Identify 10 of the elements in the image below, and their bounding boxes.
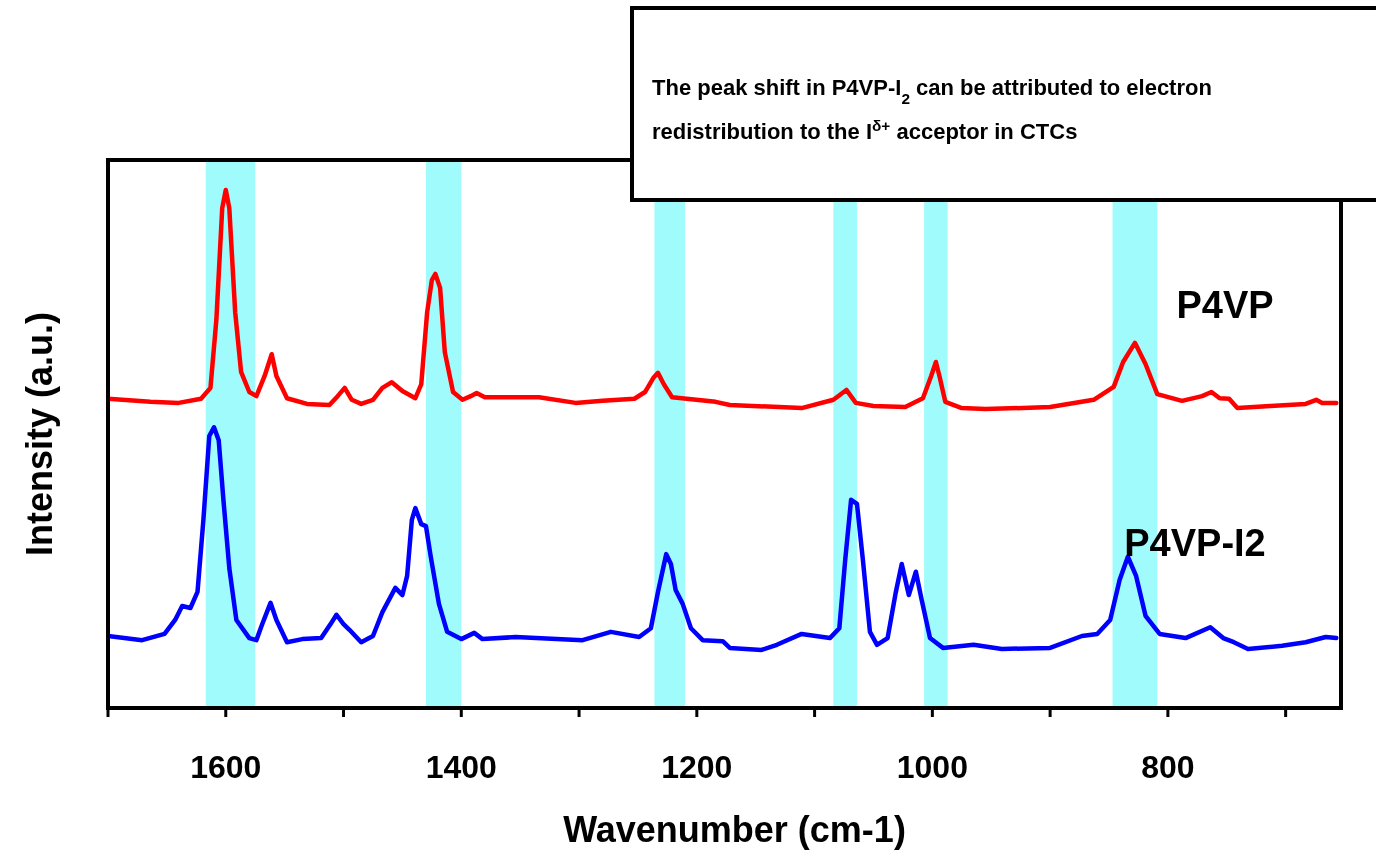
x-tick-label: 1600 — [190, 749, 262, 785]
series-label: P4VP-I2 — [1124, 522, 1266, 564]
x-tick-label: 1400 — [425, 749, 497, 785]
x-tick-label: 1000 — [896, 749, 968, 785]
text: The peak shift in P4VP-I$_{2}$ can be attributed to electron redistribution to the I$^{δ+}$ acceptor in CTCs — [652, 75, 1212, 144]
series-label: P4VP — [1176, 284, 1274, 326]
x-tick-label: 1200 — [661, 749, 733, 785]
x-axis-title: Wavenumber (cm-1) — [563, 809, 906, 850]
x-tick-label: 800 — [1141, 749, 1195, 785]
y-axis-title: Intensity (a.u.) — [19, 311, 60, 557]
